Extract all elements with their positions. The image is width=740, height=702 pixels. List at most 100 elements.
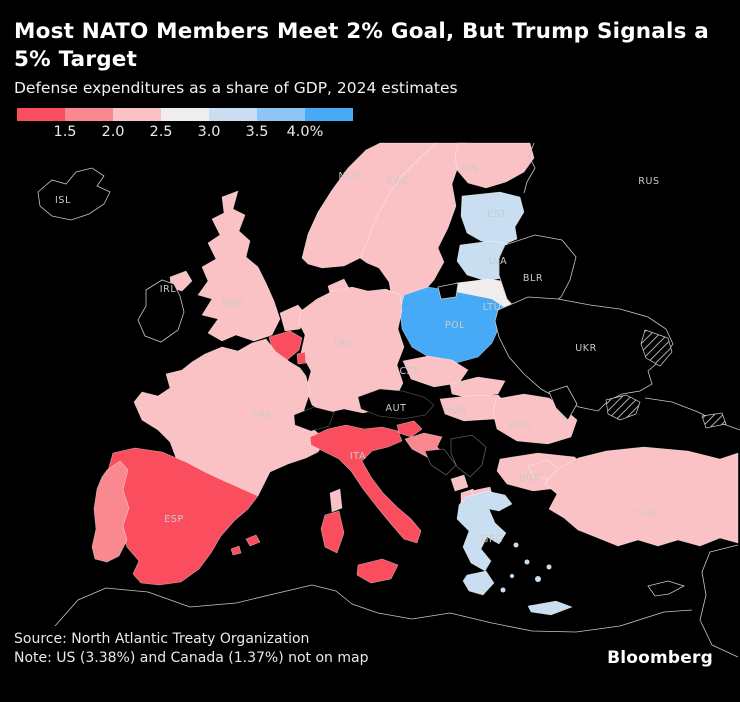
country-estonia	[460, 191, 525, 246]
map-label-lva: LVA	[489, 256, 507, 267]
country-turkey	[544, 446, 739, 547]
map-label-blr: BLR	[523, 273, 543, 284]
legend-segment-b3	[113, 108, 161, 121]
hatched-area-crimea	[605, 394, 641, 421]
footer: Source: North Atlantic Treaty Organizati…	[14, 630, 368, 668]
legend-tick: 1.5	[53, 124, 77, 140]
legend-tick: 2.0	[101, 124, 125, 140]
country-poland	[399, 286, 505, 364]
country-france	[133, 338, 327, 497]
map-label-hun: HUN	[443, 405, 466, 416]
country-portugal	[91, 460, 130, 563]
country-ukraine	[494, 296, 674, 412]
legend-segment-b7	[305, 108, 353, 121]
country-kaliningrad	[437, 282, 459, 300]
country-finland	[454, 142, 535, 189]
country-ireland	[137, 279, 185, 343]
map-label-rou: ROU	[509, 420, 532, 431]
header: Most NATO Members Meet 2% Goal, But Trum…	[14, 18, 726, 98]
country-sardinia	[320, 510, 345, 554]
bloomberg-logo: Bloomberg	[607, 648, 713, 668]
legend-tick: 2.5	[149, 124, 173, 140]
country-corsica	[329, 488, 343, 513]
country-bosnia	[424, 448, 457, 476]
country-united-kingdom	[197, 190, 281, 342]
map-label-fra: FRA	[252, 410, 272, 421]
map-label-irl: IRL	[160, 284, 177, 295]
color-scale-bar	[17, 108, 353, 121]
north-africa-coastline	[54, 584, 693, 633]
non-nato-layer	[37, 142, 740, 658]
hatched-areas-layer	[605, 329, 727, 429]
legend-tick: 3.5	[245, 124, 269, 140]
title-line-2: 5% Target	[14, 47, 138, 72]
russia-finland-border	[523, 142, 536, 194]
levant-coastline	[699, 544, 739, 658]
caucasus-coastline	[644, 397, 740, 431]
country-sicily	[356, 558, 399, 584]
map-label-grc: GRC	[481, 534, 503, 545]
map-label-pol: POL	[445, 320, 465, 331]
legend-segment-b4	[161, 108, 209, 121]
greek-island	[546, 564, 552, 570]
chart-subtitle: Defense expenditures as a share of GDP, …	[14, 79, 458, 97]
country-turkish-thrace	[527, 459, 559, 480]
map-label-rus: RUS	[638, 176, 659, 187]
greek-island	[524, 559, 530, 565]
map-label-bgr: BGR	[519, 473, 541, 484]
map-label-esp: ESP	[164, 514, 184, 525]
legend-segment-b2	[65, 108, 113, 121]
chart-title: Most NATO Members Meet 2% Goal, But Trum…	[14, 18, 726, 74]
us-canada-note: Note: US (3.38%) and Canada (1.37%) not …	[14, 650, 369, 666]
map-label-swe: SWE	[386, 176, 409, 187]
country-crete	[527, 600, 573, 616]
map-label-ukr: UKR	[575, 343, 597, 354]
country-slovakia	[449, 376, 506, 399]
country-switzerland	[293, 406, 335, 432]
map-label-ita: ITA	[350, 451, 366, 462]
legend-segment-b5	[209, 108, 257, 121]
country-greece	[456, 490, 513, 572]
color-scale-legend: 1.5 2.0 2.5 3.0 3.5 4.0%	[17, 108, 377, 144]
source-note: Source: North Atlantic Treaty Organizati…	[14, 631, 310, 647]
country-sweden	[359, 142, 467, 309]
greek-island	[500, 587, 506, 593]
map-label-gbr: GBR	[222, 298, 244, 309]
map-label-est: EST	[487, 209, 507, 220]
country-slovenia	[396, 420, 423, 438]
country-serbia	[450, 434, 487, 478]
country-peloponnese	[462, 570, 495, 596]
country-iceland	[37, 167, 111, 221]
country-italy	[309, 424, 422, 544]
nato-members-layer	[91, 142, 739, 616]
map-label-isl: ISL	[55, 195, 71, 206]
map-label-nor: NOR	[339, 171, 362, 182]
country-balearic-1	[230, 545, 242, 556]
map-label-deu: DEU	[334, 338, 356, 349]
country-cyprus	[647, 580, 686, 597]
country-balearic-2	[245, 534, 261, 547]
greek-island	[513, 542, 519, 548]
country-moldova	[548, 385, 578, 421]
greek-island	[510, 574, 514, 578]
map-label-tur: TUR	[633, 509, 655, 520]
country-labels-layer: ISL IRL GBR NOR SWE FIN EST LVA LTU POL DEU FRA CZE H…	[55, 164, 659, 545]
country-austria	[357, 388, 435, 420]
map-label-ltu: LTU	[483, 302, 502, 313]
map-label-fin: FIN	[461, 164, 478, 175]
title-line-1: Most NATO Members Meet 2% Goal, But Trum…	[14, 19, 709, 44]
hatched-area-donbas	[640, 329, 673, 367]
color-scale-ticks: 1.5 2.0 2.5 3.0 3.5 4.0%	[17, 124, 377, 144]
country-luxembourg	[296, 351, 307, 365]
legend-tick: 4.0%	[286, 124, 324, 140]
greek-island	[535, 576, 541, 582]
country-czech-republic	[402, 355, 469, 388]
map-label-cze: CZE	[400, 366, 421, 377]
map-label-aut: AUT	[385, 403, 406, 414]
hatched-area-kuban	[701, 412, 727, 429]
legend-tick: 3.0	[197, 124, 221, 140]
legend-segment-b6	[257, 108, 305, 121]
legend-segment-b1	[17, 108, 65, 121]
